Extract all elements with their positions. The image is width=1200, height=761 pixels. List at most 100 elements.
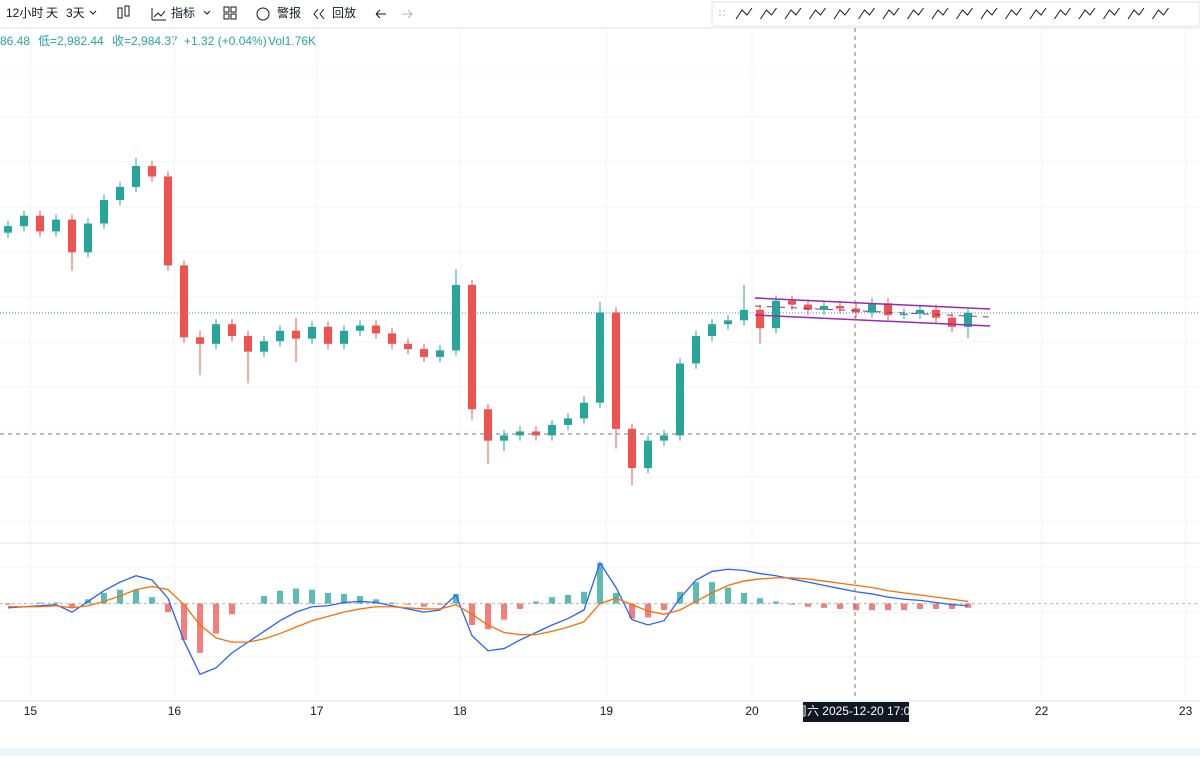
histogram-bar [309,589,315,604]
replay-icon[interactable] [313,8,325,20]
histogram-bar [949,603,955,609]
candle-body [692,336,700,364]
candle-type-icon[interactable] [117,5,130,19]
histogram-bar [917,603,923,609]
candle-body [292,330,300,339]
candle-body [772,300,780,329]
histogram-bar [341,593,347,604]
histogram-bar [885,603,891,610]
drawing-tool-icon[interactable] [858,7,875,20]
candle-body [708,324,716,336]
histogram-bar [789,603,795,605]
day-button[interactable]: 天 [46,6,58,20]
drawing-tool-icon[interactable] [907,7,924,20]
candle-body [388,333,396,344]
three-day-button[interactable]: 3天 [66,6,85,20]
histogram-bar [229,603,235,615]
histogram-bar [485,603,491,630]
candle-body [788,300,796,305]
legend-change: +1.32 (+0.04%) [184,34,267,48]
histogram-bar [693,582,699,604]
histogram-bar [37,602,43,604]
candle-body [324,326,332,344]
histogram-bar [277,590,283,604]
histogram-bar [437,603,443,605]
histogram-bar [853,603,859,610]
candle-body [228,324,236,336]
histogram-bar [821,603,827,608]
alert-icon[interactable] [256,7,270,21]
drawing-tool-icon[interactable] [1078,7,1096,20]
histogram-bar [773,601,779,604]
candle-body [820,305,828,310]
x-tick-label: 15 [24,704,38,718]
layout-icon[interactable] [223,6,237,20]
interval-button[interactable]: 12小时 [6,6,43,20]
dropdown-icon[interactable] [203,10,211,15]
histogram-bar [165,603,171,613]
drawing-tool-icon[interactable] [833,7,851,20]
drawing-tool-icon[interactable] [980,7,998,20]
undo-icon[interactable] [375,9,386,19]
crosshair-label-box [803,702,909,722]
indicators-button[interactable]: 指标 [171,5,195,20]
drawing-tool-icon[interactable] [809,7,826,20]
candle-body [132,166,140,187]
histogram-bar [325,592,331,604]
candle-body [340,330,348,344]
crosshair-label: 周六 2025-12-20 17:00 [795,704,917,718]
alerts-button[interactable]: 警报 [277,5,301,20]
candle-body [628,428,636,469]
candle-body [612,312,620,429]
candle-body [308,326,316,339]
x-tick-label: 22 [1035,704,1049,718]
drawing-tool-icon[interactable] [1005,7,1022,20]
candle-body [116,186,124,200]
histogram-bar [549,597,555,604]
candle-body [884,303,892,316]
candle-body [868,303,876,313]
candle-body [484,409,492,441]
candle-body [532,431,540,436]
candle-body [20,215,28,227]
candle-body [548,424,556,436]
histogram-bar [421,603,427,607]
drawing-tool-icon[interactable] [784,7,802,20]
candle-body [68,219,76,253]
candle-body [660,435,668,441]
drawing-tool-icon[interactable] [956,7,973,20]
histogram-bar [597,562,603,604]
candle-body [500,435,508,441]
dropdown-icon[interactable] [89,10,97,15]
drawing-tool-icon[interactable] [882,7,900,20]
drawing-tool-icon[interactable] [1127,7,1145,20]
drawing-tool-icon[interactable] [931,7,949,20]
indicator-icon[interactable] [151,8,166,21]
drawing-tool-icon[interactable] [760,7,777,20]
candle-body [804,304,812,310]
drawing-tool-icon[interactable] [1152,7,1169,20]
histogram-bar [261,596,267,604]
histogram-bar [901,603,907,610]
x-tick-label: 16 [168,704,182,718]
candle-body [420,349,428,357]
drawing-tool-icon[interactable] [1103,7,1120,20]
candle-body [580,402,588,419]
macd-line [7,561,969,676]
drawing-tool-icon[interactable] [1054,7,1071,20]
histogram-bar [453,593,459,604]
candle-body [212,324,220,344]
drawing-tool-icon[interactable] [735,7,753,20]
drawing-tool-icon[interactable] [1029,7,1047,20]
candle-body [564,418,572,425]
candle-body [724,320,732,325]
drag-handle [719,10,725,18]
candle-body [244,336,252,352]
histogram-bar [149,597,155,604]
candle-body [900,313,908,316]
candle-body [276,330,284,342]
candle-body [148,166,156,177]
x-tick-label: 17 [310,704,324,718]
replay-button[interactable]: 回放 [332,5,356,20]
candle-body [260,341,268,352]
